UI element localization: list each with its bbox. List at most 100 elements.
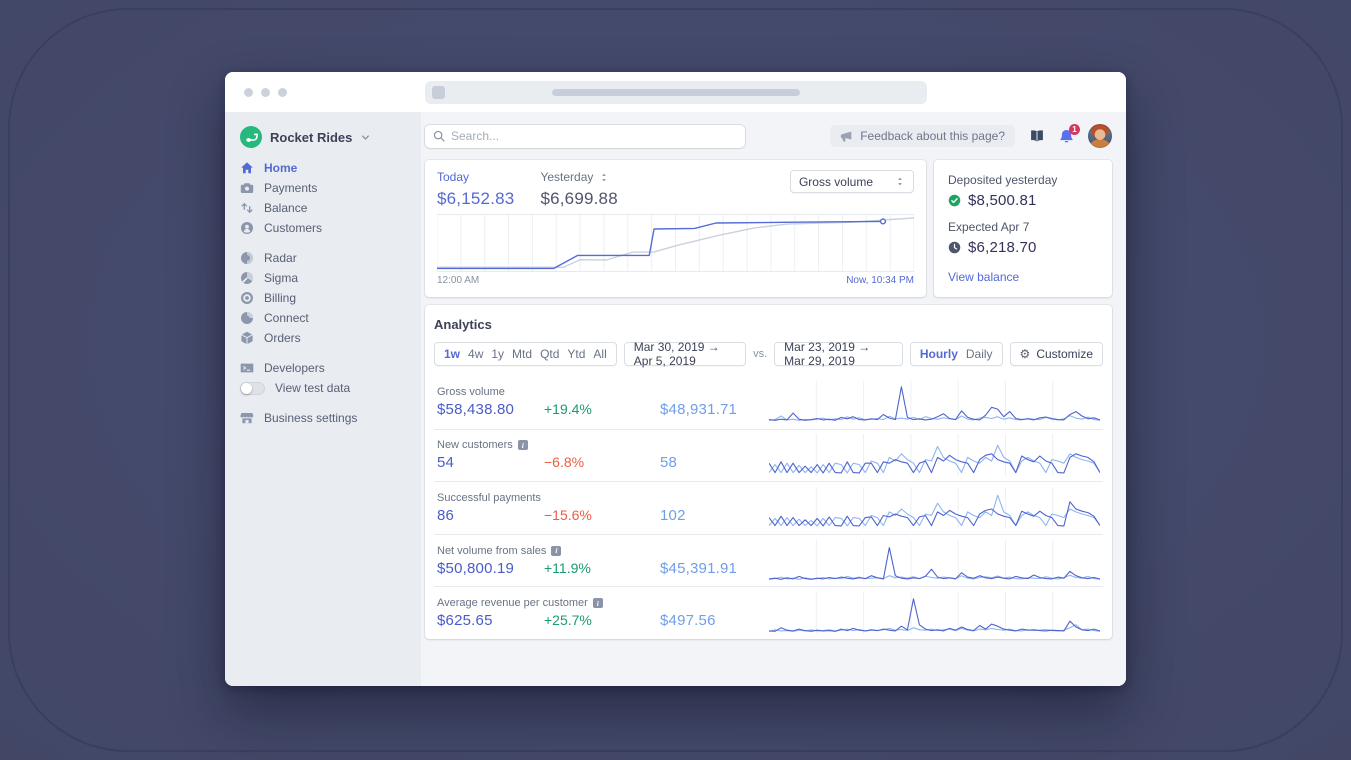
range-option-qtd[interactable]: Qtd xyxy=(540,347,560,361)
browser-chrome xyxy=(225,72,1126,112)
customize-button[interactable]: ⚙ Customize xyxy=(1009,342,1103,366)
vs-label: vs. xyxy=(753,348,768,360)
metric-delta: +19.4% xyxy=(544,401,592,418)
deposited-value: $8,500.81 xyxy=(968,192,1037,209)
metric-value: 54 xyxy=(437,454,455,472)
x-axis-start-label: 12:00 AM xyxy=(437,275,480,286)
metric-row-3[interactable]: Net volume from sales i $50,800.19 +11.9% $4… xyxy=(434,533,1103,587)
account-switcher[interactable]: Rocket Rides xyxy=(240,125,421,149)
analytics-card: Analytics 1w 4w 1y Mtd Qtd Ytd All Mar 30, 201… xyxy=(425,305,1112,639)
clock-icon xyxy=(948,241,961,254)
sidebar-item-customers[interactable]: Customers xyxy=(240,218,421,238)
home-icon xyxy=(240,161,254,175)
avatar[interactable] xyxy=(1088,124,1112,148)
metric-delta: −6.8% xyxy=(544,454,585,471)
sidebar-item-connect[interactable]: Connect xyxy=(240,308,421,328)
sidebar-item-home[interactable]: Home xyxy=(240,158,421,178)
metrics-list: Gross volume $58,438.80 +19.4% $48,931.71 Ne… xyxy=(434,376,1103,639)
range-option-ytd[interactable]: Ytd xyxy=(567,347,586,361)
range-option-mtd[interactable]: Mtd xyxy=(512,347,533,361)
sidebar-item-label: Business settings xyxy=(264,411,358,425)
connect-icon xyxy=(240,311,254,325)
metric-compare-value: $45,391.91 xyxy=(660,559,738,577)
info-icon[interactable]: i xyxy=(517,440,528,451)
metric-delta: −15.6% xyxy=(544,506,592,523)
range-option-1w[interactable]: 1w xyxy=(444,347,461,361)
overview-metric-select[interactable]: Gross volume xyxy=(789,170,914,193)
sidebar-item-label: Payments xyxy=(264,181,318,195)
topbar-actions: Feedback about this page? 1 xyxy=(830,123,1112,148)
select-updown-icon xyxy=(895,176,905,187)
metric-row-2[interactable]: Successful payments 86 −15.6% 102 xyxy=(434,481,1103,534)
sidebar-item-label: Radar xyxy=(264,251,297,265)
sidebar-item-label: Developers xyxy=(264,361,325,375)
comparison-selector-updown-icon[interactable] xyxy=(599,172,609,183)
analytics-filter-bar: 1w 4w 1y Mtd Qtd Ytd All Mar 30, 2019 → Apr 5,… xyxy=(434,340,1103,368)
minimize-window-button[interactable] xyxy=(261,87,270,97)
overview-chart xyxy=(437,214,914,272)
topbar: Search... Feedback about this page? 1 xyxy=(425,112,1112,160)
favicon-placeholder xyxy=(432,86,445,99)
info-icon[interactable]: i xyxy=(592,598,603,609)
date-range-compare-label: Mar 23, 2019 → Mar 29, 2019 xyxy=(784,340,871,368)
sidebar-item-payments[interactable]: Payments xyxy=(240,178,421,198)
metric-info: Average revenue per customer i $625.65 +25.… xyxy=(437,597,769,629)
granularity-option-hourly[interactable]: Hourly xyxy=(919,347,958,361)
metric-info: Successful payments 86 −15.6% 102 xyxy=(437,492,769,524)
comparison-column: Yesterday $6,699.88 xyxy=(540,170,617,209)
date-range-current-button[interactable]: Mar 30, 2019 → Apr 5, 2019 xyxy=(623,340,747,368)
range-option-all[interactable]: All xyxy=(593,347,607,361)
sidebar-item-billing[interactable]: Billing xyxy=(240,288,421,308)
toggle-knob xyxy=(241,382,252,394)
range-option-4w[interactable]: 4w xyxy=(468,347,484,361)
metric-delta: +11.9% xyxy=(544,559,591,576)
notifications-button[interactable]: 1 xyxy=(1059,123,1080,144)
metric-delta: +25.7% xyxy=(544,612,592,629)
billing-icon xyxy=(240,291,254,305)
today-column: Today $6,152.83 xyxy=(437,170,514,209)
url-text-placeholder xyxy=(552,89,800,96)
sidebar-item-label: Billing xyxy=(264,291,297,305)
rocket-rides-logo-icon xyxy=(240,126,262,148)
sidebar-item-business-settings[interactable]: Business settings xyxy=(240,408,421,428)
metric-compare-value: 102 xyxy=(660,506,686,524)
info-icon[interactable]: i xyxy=(551,545,562,556)
metric-sparkline xyxy=(769,434,1100,476)
customize-label: Customize xyxy=(1036,347,1093,361)
sidebar-item-view-test-data[interactable]: View test data xyxy=(240,378,421,398)
metric-row-0[interactable]: Gross volume $58,438.80 +19.4% $48,931.71 xyxy=(434,376,1103,429)
granularity-toggle: Hourly Daily xyxy=(909,342,1003,366)
url-bar[interactable] xyxy=(425,81,927,104)
overview-card: Today $6,152.83 Yesterday $6,699.88 xyxy=(425,160,926,297)
granularity-option-daily[interactable]: Daily xyxy=(965,347,993,361)
sidebar-item-orders[interactable]: Orders xyxy=(240,328,421,348)
metric-row-1[interactable]: New customers i 54 −6.8% 58 xyxy=(434,428,1103,482)
docs-book-icon[interactable] xyxy=(1029,129,1045,143)
view-balance-link[interactable]: View balance xyxy=(948,270,1020,284)
sidebar-item-sigma[interactable]: Sigma xyxy=(240,268,421,288)
range-option-1y[interactable]: 1y xyxy=(491,347,505,361)
close-window-button[interactable] xyxy=(244,87,253,97)
sidebar-item-developers[interactable]: Developers xyxy=(240,358,421,378)
metric-label: Successful payments xyxy=(437,491,541,504)
sidebar-item-radar[interactable]: Radar xyxy=(240,248,421,268)
feedback-button[interactable]: Feedback about this page? xyxy=(830,125,1015,147)
chevron-down-icon xyxy=(360,132,371,143)
overview-x-axis: 12:00 AM Now, 10:34 PM xyxy=(437,275,914,286)
date-range-compare-button[interactable]: Mar 23, 2019 → Mar 29, 2019 xyxy=(774,340,903,368)
zoom-window-button[interactable] xyxy=(278,87,287,97)
main-area: Search... Feedback about this page? 1 xyxy=(421,112,1126,686)
metric-compare-value: $497.56 xyxy=(660,612,716,630)
range-segmented-control: 1w 4w 1y Mtd Qtd Ytd All xyxy=(434,342,617,366)
test-data-toggle[interactable] xyxy=(240,381,265,395)
yesterday-value: $6,699.88 xyxy=(540,189,618,208)
overview-header: Today $6,152.83 Yesterday $6,699.88 xyxy=(437,170,914,209)
metric-row-4[interactable]: Average revenue per customer i $625.65 +25.… xyxy=(434,586,1103,639)
metric-sparkline xyxy=(769,381,1100,423)
search-input[interactable]: Search... xyxy=(425,124,745,148)
metric-label: New customers xyxy=(437,439,513,452)
search-icon xyxy=(433,130,445,142)
metric-value: 86 xyxy=(437,506,455,524)
sidebar-item-balance[interactable]: Balance xyxy=(240,198,421,218)
window-controls xyxy=(244,87,287,97)
